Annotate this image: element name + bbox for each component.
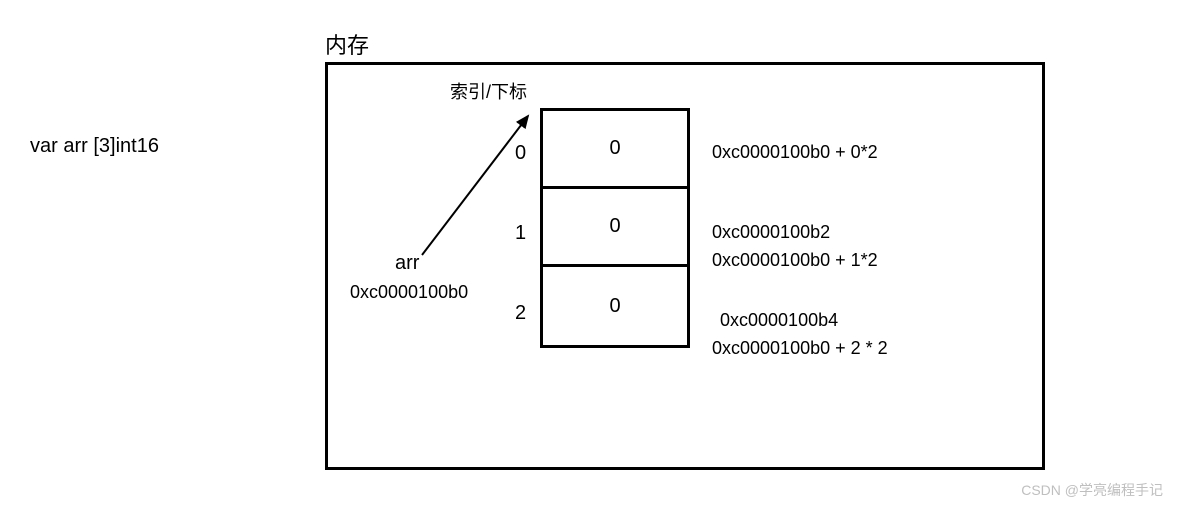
memory-title: 内存 xyxy=(325,28,369,60)
watermark: CSDN @学亮编程手记 xyxy=(1021,480,1163,500)
array-cell: 0 xyxy=(543,189,687,267)
arr-variable-address: 0xc0000100b0 xyxy=(350,282,468,303)
index-label-2: 2 xyxy=(515,302,526,325)
index-label-0: 0 xyxy=(515,142,526,165)
variable-declaration: var arr [3]int16 xyxy=(30,135,159,158)
address-calc-1: 0xc0000100b0 + 1*2 xyxy=(712,250,878,271)
array-cell: 0 xyxy=(543,267,687,345)
array-cell: 0 xyxy=(543,111,687,189)
address-calc-0: 0xc0000100b0 + 0*2 xyxy=(712,142,878,163)
address-value-2: 0xc0000100b4 xyxy=(720,310,838,331)
index-header-label: 索引/下标 xyxy=(450,78,527,104)
address-calc-2: 0xc0000100b0 + 2 * 2 xyxy=(712,338,888,359)
address-value-1: 0xc0000100b2 xyxy=(712,222,830,243)
arr-variable-name: arr xyxy=(395,252,419,275)
index-label-1: 1 xyxy=(515,222,526,245)
array-cells: 0 0 0 xyxy=(540,108,690,348)
